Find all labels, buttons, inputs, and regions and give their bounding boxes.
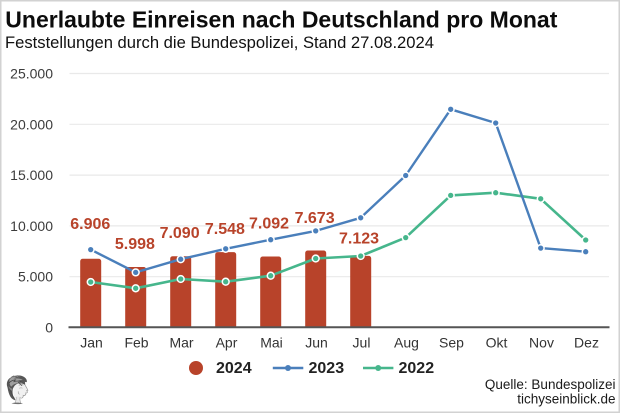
svg-text:25.000: 25.000: [10, 66, 53, 82]
svg-text:Unerlaubte Einreisen nach Deut: Unerlaubte Einreisen nach Deutschland pr…: [5, 7, 557, 33]
svg-text:Jul: Jul: [353, 334, 371, 350]
svg-text:Nov: Nov: [529, 334, 554, 350]
svg-text:2022: 2022: [399, 360, 435, 377]
svg-text:Quelle: Bundespolizei: Quelle: Bundespolizei: [485, 377, 616, 392]
svg-text:6.906: 6.906: [70, 216, 110, 233]
svg-text:7.090: 7.090: [160, 225, 200, 242]
svg-text:10.000: 10.000: [10, 218, 53, 234]
svg-text:7.092: 7.092: [249, 215, 289, 232]
svg-text:7.123: 7.123: [339, 231, 379, 248]
svg-text:Feb: Feb: [124, 334, 148, 350]
svg-text:Mar: Mar: [169, 334, 193, 350]
svg-text:5.000: 5.000: [18, 269, 53, 285]
svg-text:20.000: 20.000: [10, 116, 53, 132]
svg-text:15.000: 15.000: [10, 167, 53, 183]
svg-text:Apr: Apr: [216, 334, 238, 350]
svg-text:Jun: Jun: [305, 334, 328, 350]
svg-text:5.998: 5.998: [115, 236, 155, 253]
svg-text:2023: 2023: [309, 360, 345, 377]
svg-text:2024: 2024: [216, 360, 252, 377]
svg-text:Sep: Sep: [439, 334, 464, 350]
svg-text:7.673: 7.673: [295, 210, 335, 227]
svg-text:Mai: Mai: [260, 334, 283, 350]
svg-text:0: 0: [45, 320, 53, 336]
svg-text:7.548: 7.548: [205, 221, 245, 238]
svg-text:Jan: Jan: [80, 334, 103, 350]
svg-text:Feststellungen durch die Bunde: Feststellungen durch die Bundespolizei, …: [5, 33, 434, 52]
svg-text:Okt: Okt: [486, 334, 508, 350]
svg-text:Aug: Aug: [394, 334, 419, 350]
svg-text:tichyseinblick.de: tichyseinblick.de: [517, 391, 615, 406]
svg-text:Dez: Dez: [574, 334, 599, 350]
